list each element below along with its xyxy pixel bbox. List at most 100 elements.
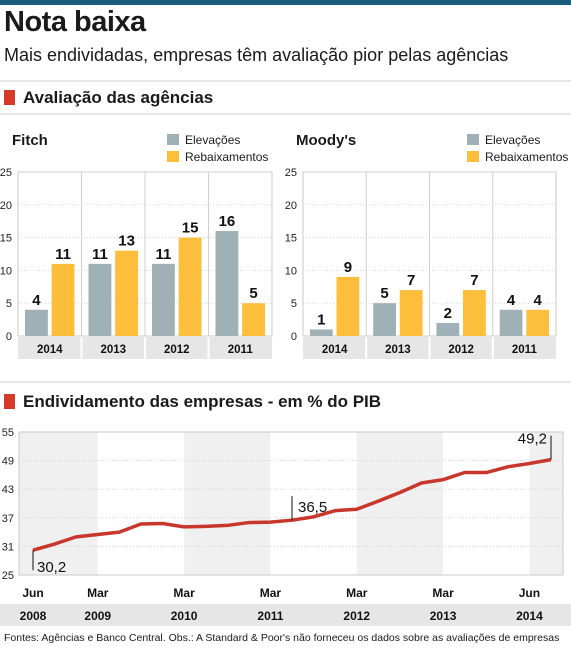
x-tick-month-label: Jun: [22, 586, 43, 600]
plot-area: [18, 431, 564, 576]
x-tick-label: 2012: [164, 344, 190, 356]
line-chart-debt: 25 31 37 43 49 55 30,2 36,5 49,2 Jun 2008 Mar 2009 Ma…: [0, 427, 571, 626]
y-tick-label: 10: [285, 265, 297, 277]
legend-moodys: Elevações Rebaixamentos: [467, 132, 568, 166]
source-note: Fontes: Agências e Banco Central. Obs.: …: [4, 632, 560, 644]
legend-label-downgrades: Rebaixamentos: [485, 150, 569, 164]
data-label: 49,2: [518, 431, 547, 448]
year-band: [443, 432, 530, 575]
x-tick-year-label: 2013: [430, 609, 457, 623]
bar-upgrades: [373, 303, 396, 336]
year-band-axis: [0, 604, 571, 626]
x-tick-label: 2013: [385, 344, 411, 356]
y-tick-label: 0: [6, 331, 12, 343]
x-tick-year-label: 2008: [20, 609, 47, 623]
year-band: [529, 432, 563, 575]
x-tick-label: 2012: [448, 344, 474, 356]
bar-upgrades: [215, 231, 239, 336]
data-label: 11: [92, 246, 108, 263]
page-subtitle: Mais endividadas, empresas têm avaliação…: [4, 45, 509, 65]
x-tick-year-label: 2014: [516, 609, 543, 623]
data-label: 4: [507, 292, 516, 309]
y-tick-label: 15: [285, 233, 297, 245]
bar-downgrades: [178, 237, 202, 336]
x-tick-month-label: Mar: [432, 586, 454, 600]
bar-chart-fitch: 0 5 10 15 20 25 4 11 2014 11 13 2013 11 15 2012 16 5 2011: [0, 167, 273, 359]
chart-title-moodys: Moody's: [296, 132, 357, 149]
top-accent-bar: [0, 0, 571, 5]
divider: [0, 381, 571, 383]
y-tick-label: 5: [291, 298, 297, 310]
y-tick-label: 25: [285, 167, 297, 179]
section-title-ratings: Avaliação das agências: [4, 88, 213, 108]
data-label: 5: [380, 285, 388, 302]
chart-title-fitch: Fitch: [12, 132, 48, 149]
page-title: Nota baixa: [4, 6, 146, 38]
legend-swatch-downgrades: [467, 151, 479, 162]
divider: [0, 80, 571, 82]
x-tick-label: 2011: [228, 344, 254, 356]
year-band: [97, 432, 185, 575]
bar-downgrades: [463, 290, 486, 336]
y-tick-label: 25: [0, 167, 12, 179]
year-band: [19, 432, 98, 575]
x-tick-year-label: 2009: [84, 609, 111, 623]
section-marker-icon: [4, 90, 15, 105]
y-tick-label: 20: [0, 200, 12, 212]
section-marker-icon: [4, 394, 15, 409]
legend-item-upgrades: Elevações: [167, 132, 268, 149]
bar-downgrades: [526, 309, 550, 336]
data-label: 2: [444, 305, 452, 322]
y-tick-label: 0: [291, 331, 297, 343]
x-tick-month-label: Mar: [173, 586, 195, 600]
y-tick-label: 10: [0, 265, 12, 277]
x-tick-label: 2014: [322, 344, 348, 356]
legend-swatch-upgrades: [467, 134, 479, 145]
y-tick-label: 55: [2, 427, 14, 439]
series-line: [32, 457, 552, 552]
bar-downgrades: [51, 263, 75, 336]
bar-upgrades: [88, 263, 112, 336]
y-tick-label: 5: [6, 298, 12, 310]
data-label: 7: [470, 272, 478, 289]
section-title-debt: Endividamento das empresas - em % do PIB: [4, 392, 381, 412]
data-label: 13: [118, 233, 135, 250]
x-tick-label: 2011: [512, 344, 538, 356]
y-tick-label: 43: [2, 484, 14, 496]
legend-label-downgrades: Rebaixamentos: [185, 150, 269, 164]
x-tick-month-label: Mar: [87, 586, 109, 600]
data-label: 4: [32, 292, 41, 309]
y-tick-label: 49: [2, 456, 14, 468]
legend-item-downgrades: Rebaixamentos: [467, 149, 568, 166]
data-label: 36,5: [298, 499, 327, 516]
x-tick-year-label: 2012: [343, 609, 370, 623]
bar-downgrades: [242, 303, 266, 336]
y-tick-label: 20: [285, 200, 297, 212]
bar-upgrades: [24, 309, 48, 336]
data-label: 11: [55, 246, 71, 263]
y-tick-label: 37: [2, 513, 14, 525]
legend-fitch: Elevações Rebaixamentos: [167, 132, 268, 166]
y-tick-label: 15: [0, 233, 12, 245]
divider: [0, 113, 571, 115]
x-tick-label: 2013: [100, 344, 126, 356]
data-label: 9: [344, 259, 352, 276]
section-title-debt-label: Endividamento das empresas - em % do PIB: [23, 392, 382, 411]
bar-downgrades: [399, 290, 423, 336]
legend-item-downgrades: Rebaixamentos: [167, 149, 268, 166]
data-label: 1: [317, 311, 325, 328]
year-band: [184, 432, 271, 575]
data-label: 15: [182, 220, 199, 237]
legend-label-upgrades: Elevações: [185, 133, 241, 147]
data-label: 11: [155, 246, 171, 263]
bar-downgrades: [336, 276, 360, 336]
data-label: 4: [533, 292, 542, 309]
year-band: [270, 432, 357, 575]
bar-upgrades: [309, 329, 333, 336]
x-tick-year-label: 2010: [171, 609, 198, 623]
data-label: 30,2: [37, 559, 66, 576]
data-label: 5: [249, 285, 257, 302]
section-title-ratings-label: Avaliação das agências: [23, 88, 214, 107]
bar-chart-moodys: 0 5 10 15 20 25 1 9 2014 5 7 2013 2 7 2012 4 4 2011: [285, 167, 557, 359]
x-tick-month-label: Mar: [260, 586, 282, 600]
